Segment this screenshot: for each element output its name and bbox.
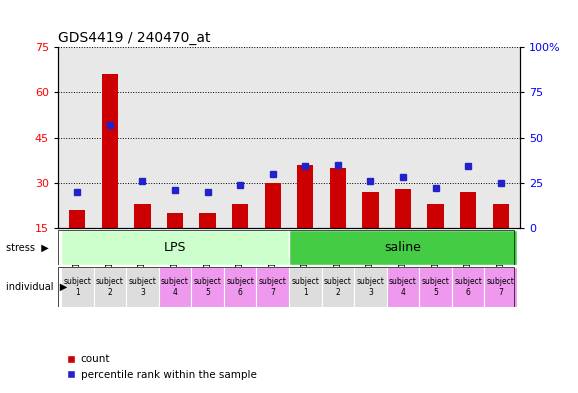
Bar	[354, 267, 387, 307]
Bar	[329, 168, 346, 228]
Bar	[134, 204, 151, 228]
Bar	[289, 230, 517, 265]
Legend: count, percentile rank within the sample: count, percentile rank within the sample	[63, 350, 261, 384]
Text: subject
2: subject 2	[96, 277, 124, 297]
Bar	[387, 267, 419, 307]
Bar	[419, 267, 452, 307]
Bar	[452, 267, 484, 307]
Bar	[265, 183, 281, 228]
Bar	[102, 74, 118, 228]
Text: subject
3: subject 3	[357, 277, 384, 297]
Bar	[167, 213, 183, 228]
Text: stress  ▶: stress ▶	[6, 242, 49, 253]
Bar	[484, 267, 517, 307]
Bar	[297, 165, 313, 228]
Text: subject
2: subject 2	[324, 277, 352, 297]
Text: individual  ▶: individual ▶	[6, 282, 67, 292]
Bar	[321, 267, 354, 307]
Text: subject
5: subject 5	[421, 277, 450, 297]
Bar	[395, 189, 411, 228]
Text: subject
7: subject 7	[259, 277, 287, 297]
Bar	[126, 267, 159, 307]
Bar	[61, 267, 94, 307]
Text: subject
1: subject 1	[291, 277, 319, 297]
Text: subject
1: subject 1	[64, 277, 91, 297]
Text: LPS: LPS	[164, 241, 186, 254]
Bar	[460, 192, 476, 228]
Bar	[289, 267, 321, 307]
Text: subject
4: subject 4	[161, 277, 189, 297]
Text: subject
5: subject 5	[194, 277, 221, 297]
Bar	[191, 267, 224, 307]
Text: subject
7: subject 7	[487, 277, 514, 297]
Bar	[69, 210, 86, 228]
Text: subject
6: subject 6	[226, 277, 254, 297]
Bar	[257, 267, 289, 307]
Bar	[94, 267, 126, 307]
Bar	[232, 204, 249, 228]
Text: subject
6: subject 6	[454, 277, 482, 297]
Bar	[362, 192, 379, 228]
Text: GDS4419 / 240470_at: GDS4419 / 240470_at	[58, 31, 210, 45]
Bar	[224, 267, 257, 307]
Bar	[427, 204, 444, 228]
Bar	[61, 230, 289, 265]
Text: saline: saline	[384, 241, 421, 254]
Bar	[159, 267, 191, 307]
Bar	[492, 204, 509, 228]
Bar	[199, 213, 216, 228]
Text: subject
4: subject 4	[389, 277, 417, 297]
Text: subject
3: subject 3	[128, 277, 157, 297]
